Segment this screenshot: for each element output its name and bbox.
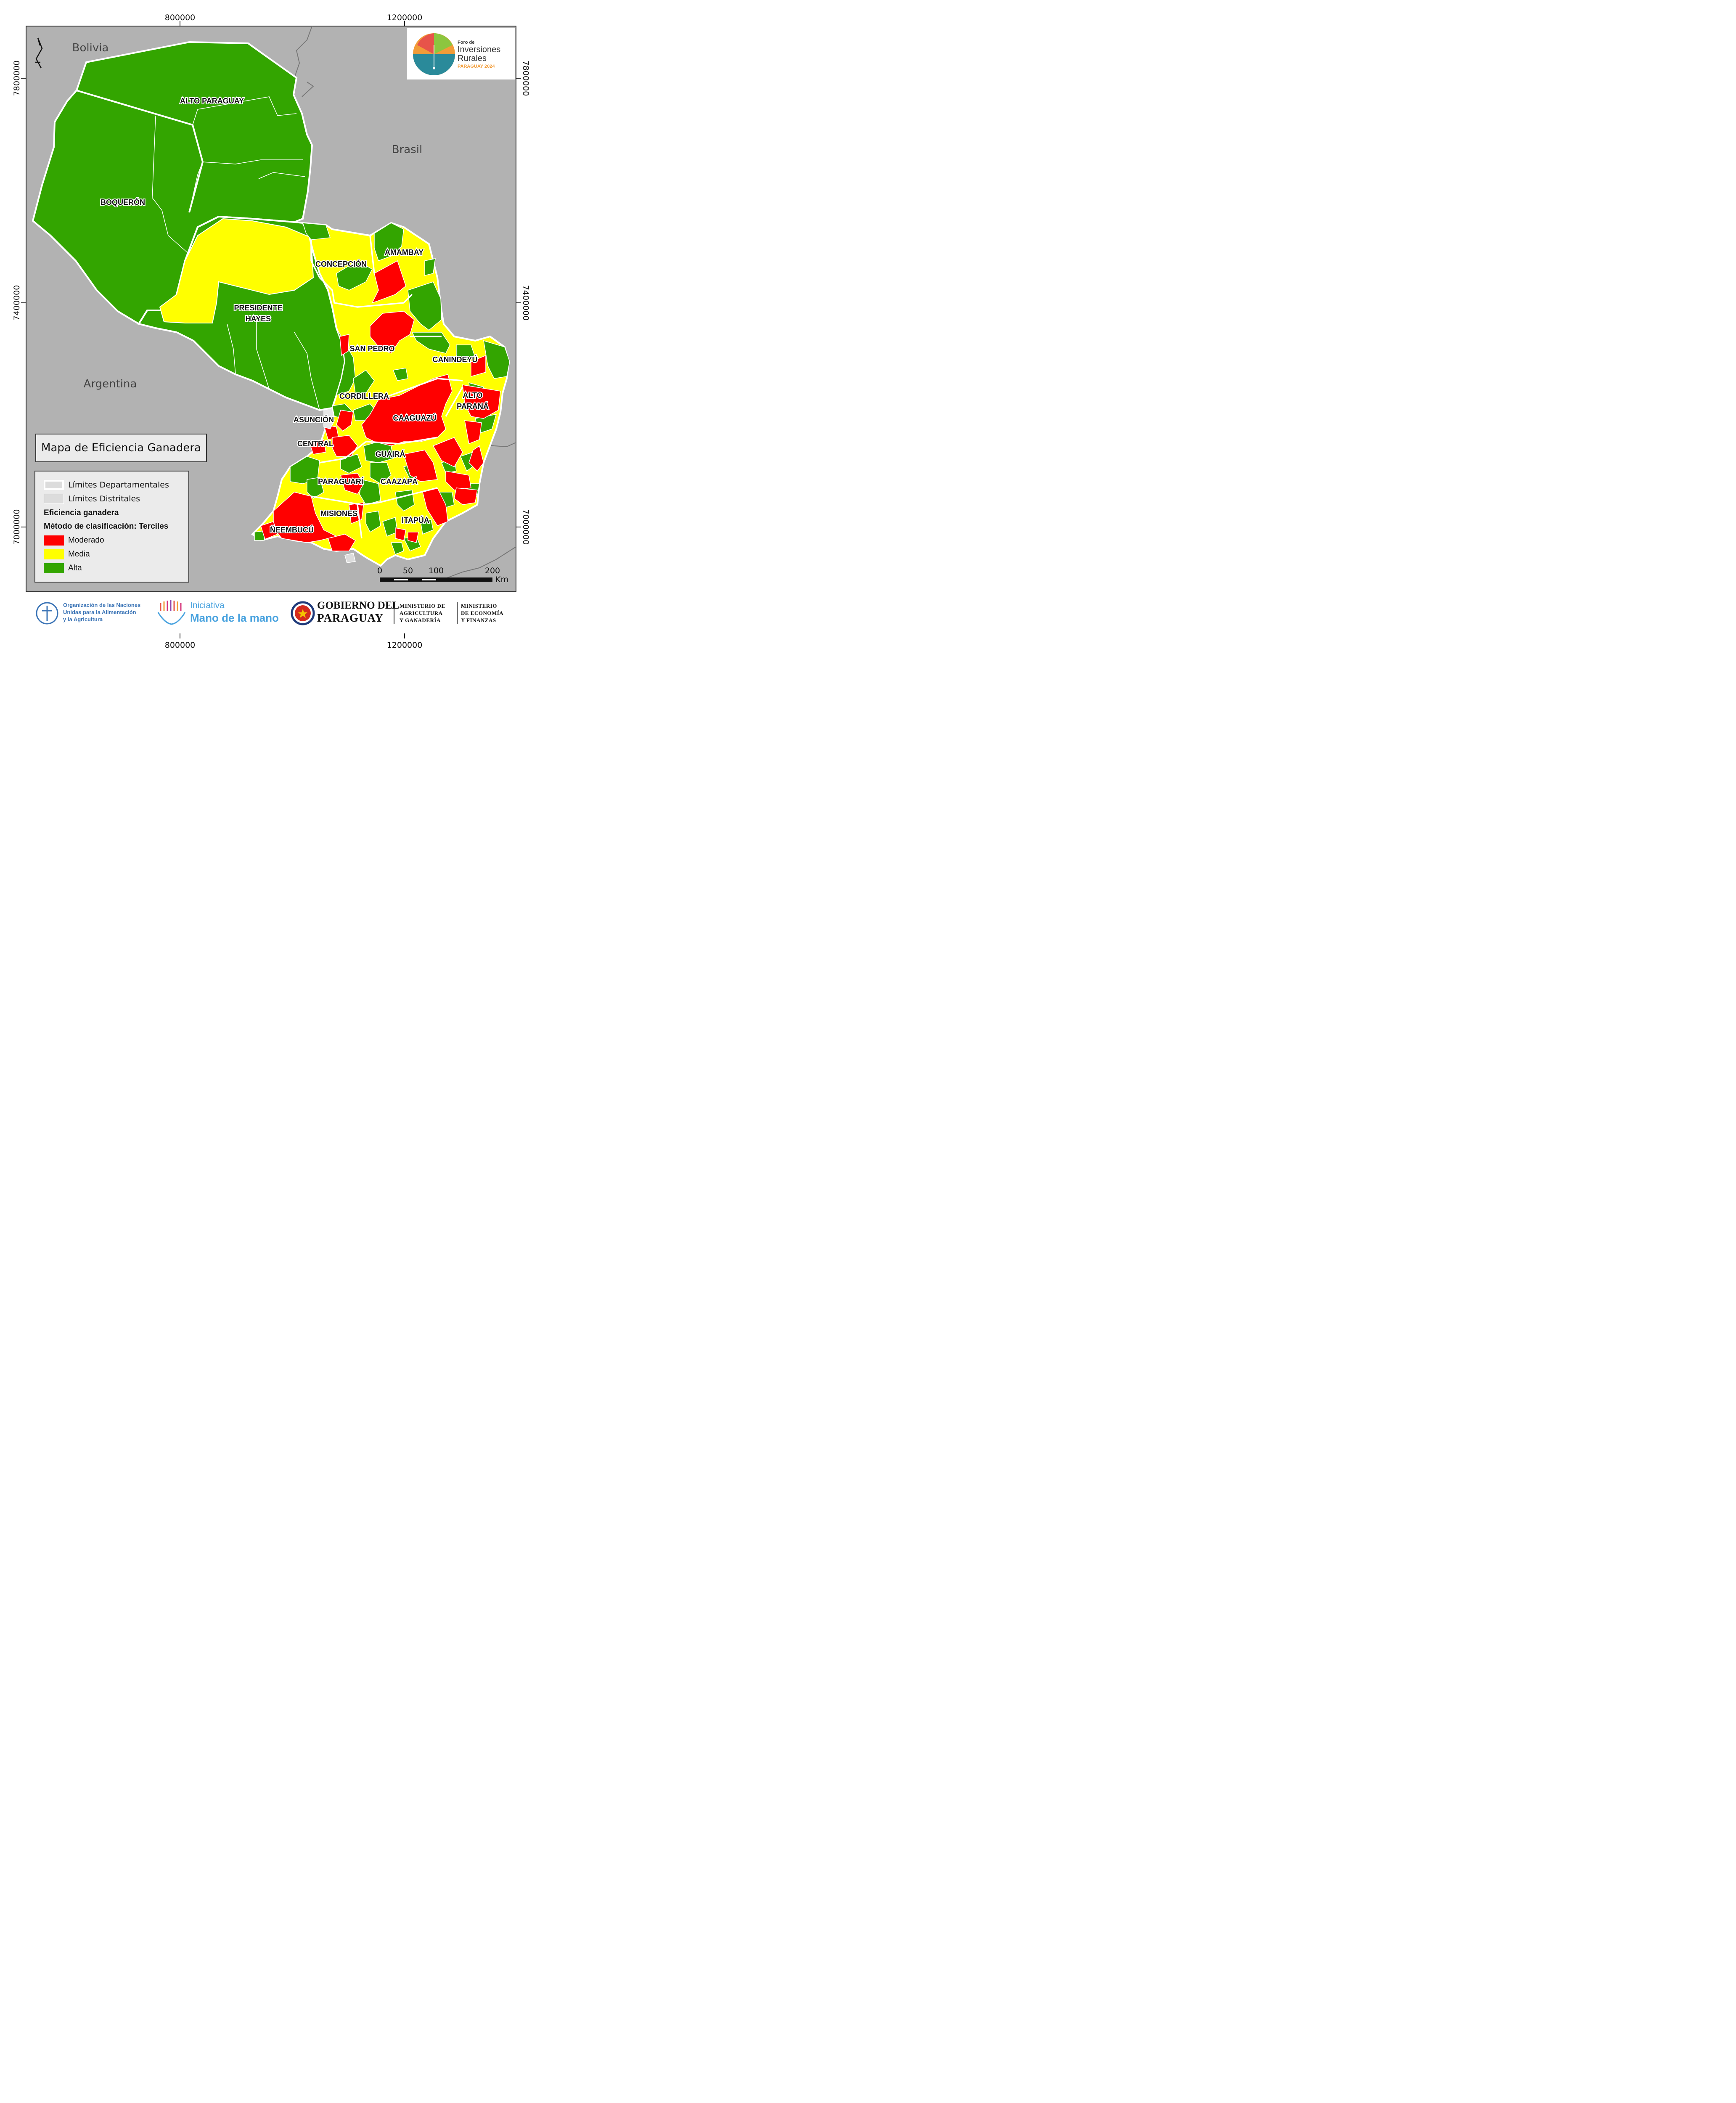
- legend-row-district-limits: Límites Distritales: [44, 494, 140, 504]
- mef-text: MINISTERIO DE ECONOMÍA Y FINANZAS: [461, 602, 503, 624]
- country-label-argentina: Argentina: [84, 378, 137, 390]
- foro-line3: Rurales: [458, 54, 487, 63]
- grid-label-y-left-bottom: 7000000: [12, 509, 21, 545]
- dept-label-caaguazu: CAAGUAZÚ: [393, 413, 437, 422]
- map-title-box: Mapa de Eficiencia Ganadera: [35, 434, 207, 462]
- foro-line1: Foro de: [458, 40, 475, 45]
- legend-label-moderado: Moderado: [68, 536, 104, 545]
- dept-label-caazapa: CAAZAPÁ: [381, 477, 418, 486]
- legend-row-dept-limits: Límites Departamentales: [44, 480, 169, 490]
- mano-line1: Iniciativa: [190, 601, 225, 610]
- mef-line1: MINISTERIO: [461, 603, 497, 609]
- dept-label-misiones: MISIONES: [320, 509, 357, 518]
- yellow-hayes-block: [159, 218, 314, 323]
- dept-label-presidente-hayes-1: PRESIDENTE: [234, 304, 282, 312]
- legend-swatch-media: [44, 549, 64, 559]
- grid-label-y-left-mid: 7400000: [12, 285, 21, 321]
- graticule-ticks: [21, 21, 521, 638]
- legend-heading: Eficiencia ganadera: [44, 509, 119, 517]
- dept-label-neembucu: ÑEEMBUCÚ: [270, 525, 314, 534]
- dept-label-boqueron: BOQUERÓN: [101, 198, 145, 207]
- grid-label-y-right-bottom: 7000000: [521, 509, 530, 545]
- legend-label-alta: Alta: [68, 564, 82, 572]
- east-dept-boundaries: [310, 235, 463, 539]
- dept-boundary-alto-paraguay: [76, 90, 204, 213]
- dept-label-presidente-hayes-2: HAYES: [246, 315, 271, 323]
- fao-line3: y la Agricultura: [63, 616, 103, 622]
- mag-line3: Y GANADERÍA: [400, 617, 441, 623]
- legend: Límites Departamentales Límites Distrita…: [34, 471, 189, 583]
- foro-logo: Foro de Inversiones Rurales PARAGUAY 202…: [407, 28, 515, 79]
- north-arrow-icon: [35, 37, 43, 69]
- grid-label-y-right-mid: 7400000: [521, 285, 530, 321]
- mano-line2: Mano de la mano: [190, 612, 279, 624]
- foro-line2: Inversiones: [458, 45, 501, 54]
- grid-label-y-left-top: 7800000: [12, 61, 21, 96]
- dept-label-cordillera: CORDILLERA: [339, 392, 389, 400]
- map-title: Mapa de Eficiencia Ganadera: [41, 442, 201, 454]
- legend-row-moderado: Moderado: [44, 535, 104, 546]
- footer-divider-2: [457, 602, 458, 624]
- fao-line1: Organización de las Naciones: [63, 602, 141, 608]
- gob-line1: GOBIERNO DEL: [317, 600, 400, 611]
- legend-row-alta: Alta: [44, 563, 82, 573]
- districts-alta: [254, 222, 510, 555]
- gob-line2: PARAGUAY: [317, 612, 384, 624]
- mag-line2: AGRICULTURA: [400, 610, 443, 616]
- fao-logo-icon: [36, 602, 58, 625]
- dept-label-concepcion: CONCEPCIÓN: [315, 260, 367, 268]
- legend-swatch-alta: [44, 563, 64, 573]
- districts-moderado: [260, 260, 501, 551]
- scale-tick-0: 0: [377, 566, 382, 575]
- dept-label-paraguari: PARAGUARÍ: [318, 477, 364, 486]
- dept-label-alto-parana-2: PARANÁ: [457, 402, 489, 411]
- country-label-bolivia: Bolivia: [72, 42, 109, 54]
- scale-bar: [380, 577, 492, 582]
- foro-logo-icon: [413, 33, 455, 75]
- dept-label-asuncion: ASUNCIÓN: [294, 415, 334, 424]
- legend-label-dept-limits: Límites Departamentales: [68, 480, 169, 490]
- grid-label-x-bottom-right: 1200000: [387, 641, 423, 650]
- legend-label-media: Media: [68, 550, 90, 559]
- grid-label-x-top-right: 1200000: [387, 13, 423, 22]
- fao-line2: Unidas para la Alimentación: [63, 609, 136, 615]
- mag-text: MINISTERIO DE AGRICULTURA Y GANADERÍA: [400, 602, 445, 624]
- foro-line4: PARAGUAY 2024: [458, 64, 495, 69]
- south-inlet: [344, 553, 356, 563]
- dept-label-canindeyu: CANINDEYÚ: [432, 355, 477, 364]
- scale-tick-100: 100: [429, 566, 444, 575]
- dept-label-guaira: GUAIRÁ: [376, 450, 405, 458]
- grid-label-y-right-top: 7800000: [521, 61, 530, 96]
- dept-label-san-pedro: SAN PEDRO: [349, 344, 394, 353]
- dept-label-alto-parana-1: ALTO: [463, 391, 482, 400]
- dept-label-itapua: ITAPÚA: [402, 516, 429, 524]
- fao-text: Organización de las Naciones Unidas para…: [63, 601, 140, 623]
- paraguay-seal-icon: [291, 601, 315, 625]
- country-label-brasil: Brasil: [392, 143, 422, 156]
- scale-tick-200: 200: [485, 566, 500, 575]
- grid-label-x-bottom-left: 800000: [165, 641, 196, 650]
- scale-unit: Km: [495, 575, 508, 584]
- legend-row-media: Media: [44, 549, 90, 559]
- scale-tick-50: 50: [403, 566, 413, 575]
- legend-swatch-moderado: [44, 535, 64, 546]
- legend-label-district-limits: Límites Distritales: [68, 494, 140, 503]
- legend-method: Método de clasificación: Terciles: [44, 522, 169, 531]
- dept-label-amambay: AMAMBAY: [385, 248, 423, 257]
- asuncion-area: [323, 408, 335, 429]
- mef-line3: Y FINANZAS: [461, 617, 496, 623]
- legend-swatch-dept-limits: [44, 480, 64, 490]
- dept-label-central: CENTRAL: [297, 440, 333, 448]
- dept-label-alto-paraguay: ALTO PARAGUAY: [180, 97, 244, 105]
- legend-swatch-district-limits: [44, 494, 64, 504]
- footer-logos: Organización de las Naciones Unidas para…: [26, 592, 516, 633]
- mef-line2: DE ECONOMÍA: [461, 610, 504, 616]
- grid-label-x-top-left: 800000: [165, 13, 196, 22]
- mano-logo-icon: [157, 600, 186, 625]
- mag-line1: MINISTERIO DE: [400, 603, 445, 609]
